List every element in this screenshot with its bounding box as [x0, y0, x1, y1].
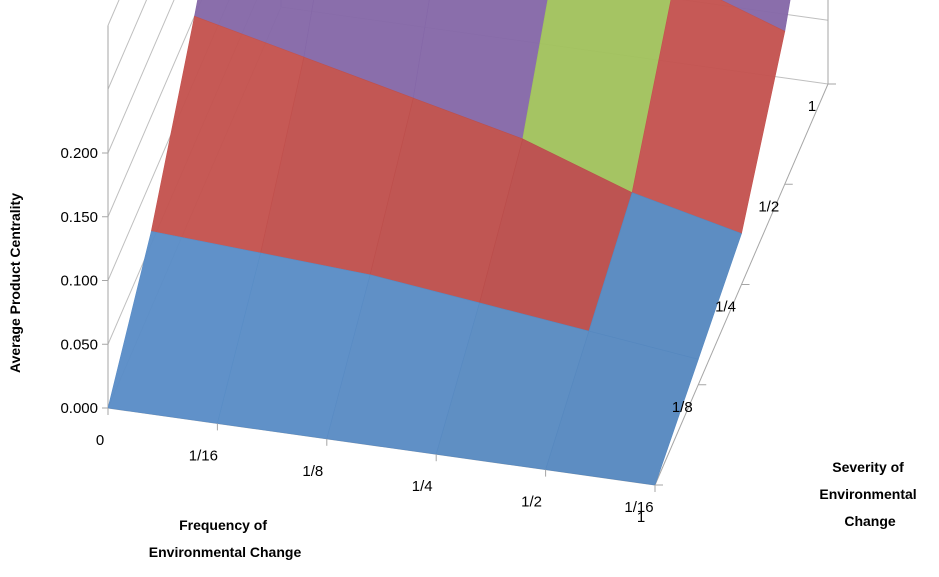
x-axis-title: Frequency of Environmental Change [149, 517, 302, 560]
gridline [107, 0, 175, 154]
y-axis-ticks: 0.000 0.050 0.100 0.150 0.200 [60, 145, 108, 417]
surface-plot [107, 0, 791, 486]
x-tick-label: 1 [637, 509, 645, 526]
depth-axis-title-line-3: Change [844, 513, 896, 529]
depth-tick-label: 1 [808, 98, 816, 115]
y-tick-label: 0.050 [60, 336, 98, 353]
y-axis-title: Average Product Centrality [7, 193, 23, 373]
x-tick-label: 0 [96, 432, 104, 449]
depth-tick-label: 1/2 [758, 198, 779, 215]
y-tick-label: 0.150 [60, 209, 98, 226]
y-tick-label: 0.100 [60, 273, 98, 290]
depth-axis-ticks: 1/16 1/8 1/4 1/2 1 [624, 83, 836, 516]
x-tick-label: 1/16 [189, 447, 218, 464]
depth-axis-title-line-2: Environmental [819, 486, 916, 502]
depth-axis-title-line-1: Severity of [832, 459, 904, 475]
gridline [107, 0, 203, 217]
surface-patch [545, 330, 699, 486]
x-axis-title-line-2: Environmental Change [149, 544, 302, 560]
depth-axis-title: Severity of Environmental Change [819, 459, 920, 529]
x-axis-title-line-1: Frequency of [179, 517, 267, 533]
y-tick-label: 0.200 [60, 145, 98, 162]
y-tick-label: 0.000 [60, 400, 98, 417]
x-axis-ticks: 0 1/16 1/8 1/4 1/2 1 [96, 408, 656, 526]
x-tick-label: 1/4 [412, 478, 433, 495]
gridline [107, 0, 230, 281]
x-tick-label: 1/8 [302, 463, 323, 480]
x-tick-label: 1/2 [521, 494, 542, 511]
depth-tick-label: 1/4 [715, 299, 736, 316]
depth-tick-label: 1/16 [624, 499, 653, 516]
depth-tick-label: 1/8 [672, 399, 693, 416]
